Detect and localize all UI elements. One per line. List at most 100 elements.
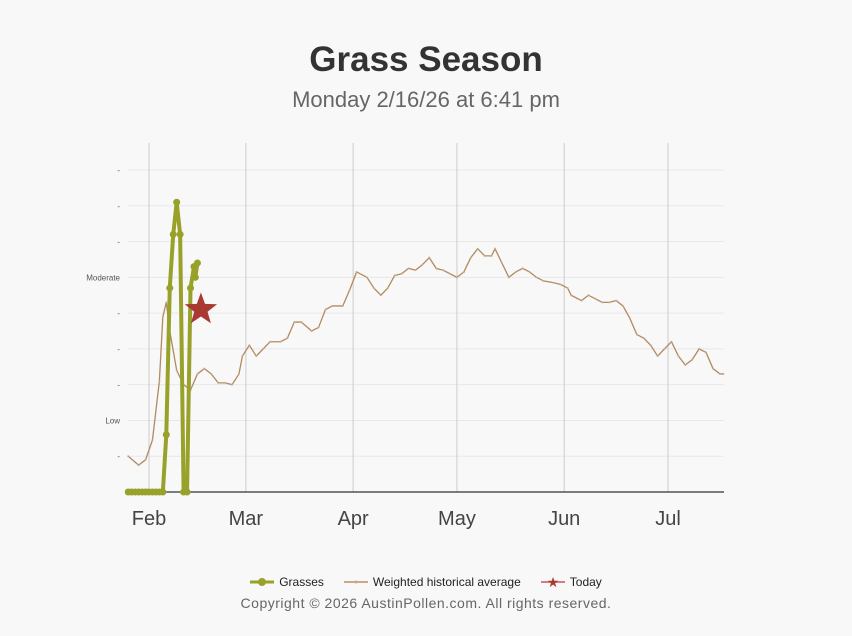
historical-legend-icon bbox=[343, 580, 368, 584]
historical-point bbox=[393, 274, 396, 277]
historical-point bbox=[677, 355, 680, 358]
grasses-point bbox=[191, 273, 199, 281]
grasses-point bbox=[193, 259, 201, 267]
x-tick-label: May bbox=[438, 508, 476, 530]
historical-point bbox=[317, 326, 320, 329]
historical-point bbox=[642, 337, 645, 340]
today-star-marker bbox=[184, 292, 218, 324]
historical-point bbox=[570, 294, 573, 297]
historical-point bbox=[691, 358, 694, 361]
historical-point bbox=[635, 333, 638, 336]
historical-point bbox=[269, 340, 272, 343]
historical-point bbox=[601, 301, 604, 304]
x-tick-label: Apr bbox=[338, 508, 369, 530]
historical-point bbox=[587, 294, 590, 297]
historical-point bbox=[286, 337, 289, 340]
svg-text:★: ★ bbox=[546, 576, 559, 588]
historical-point bbox=[248, 344, 251, 347]
y-tick-label: - bbox=[117, 309, 120, 318]
y-tick-label: - bbox=[117, 202, 120, 211]
historical-point bbox=[231, 383, 234, 386]
historical-point bbox=[663, 347, 666, 350]
x-tick-label: Jul bbox=[655, 508, 681, 530]
y-tick-label: - bbox=[117, 381, 120, 390]
legend: Grasses Weighted historical average ★ To… bbox=[0, 575, 852, 589]
historical-point bbox=[196, 372, 199, 375]
historical-point bbox=[449, 272, 452, 275]
historical-point bbox=[559, 283, 562, 286]
historical-point bbox=[469, 256, 472, 259]
historical-point bbox=[331, 304, 334, 307]
historical-point bbox=[400, 272, 403, 275]
historical-point bbox=[355, 270, 358, 273]
historical-point bbox=[310, 330, 313, 332]
legend-item-historical[interactable]: Weighted historical average bbox=[343, 575, 521, 589]
grasses-point bbox=[166, 284, 174, 292]
legend-item-grasses[interactable]: Grasses bbox=[250, 575, 324, 589]
legend-label: Weighted historical average bbox=[372, 575, 521, 589]
historical-point bbox=[552, 281, 555, 284]
historical-point bbox=[237, 372, 240, 375]
historical-point bbox=[348, 288, 351, 291]
historical-point bbox=[476, 247, 479, 250]
historical-point bbox=[490, 254, 493, 257]
historical-point bbox=[528, 270, 531, 273]
historical-point bbox=[428, 256, 431, 259]
y-tick-label: - bbox=[117, 452, 120, 461]
copyright: Copyright © 2026 AustinPollen.com. All r… bbox=[240, 595, 612, 611]
historical-point bbox=[293, 321, 296, 324]
y-tick-label: Moderate bbox=[86, 273, 120, 282]
series-line-historical bbox=[127, 247, 724, 467]
historical-point bbox=[494, 247, 496, 250]
historical-point bbox=[500, 262, 503, 265]
historical-point bbox=[698, 347, 701, 350]
series-line-grasses bbox=[128, 200, 200, 494]
historical-point bbox=[158, 380, 161, 383]
y-tick-label: Low bbox=[105, 416, 120, 425]
historical-point bbox=[379, 294, 382, 297]
historical-point bbox=[580, 299, 583, 302]
historical-point bbox=[165, 301, 168, 304]
grasses-point bbox=[173, 198, 181, 206]
historical-point bbox=[255, 355, 258, 358]
historical-point bbox=[462, 270, 465, 273]
historical-point bbox=[414, 269, 417, 272]
historical-point bbox=[435, 267, 438, 270]
x-tick-label: Mar bbox=[229, 508, 264, 530]
historical-point bbox=[175, 369, 178, 372]
historical-point bbox=[203, 367, 206, 370]
historical-point bbox=[279, 340, 282, 343]
historical-point bbox=[324, 308, 327, 311]
grasses-point bbox=[183, 488, 191, 496]
y-tick-label: - bbox=[117, 345, 120, 354]
historical-point bbox=[507, 276, 510, 279]
historical-point bbox=[421, 263, 424, 266]
legend-label: Today bbox=[569, 575, 602, 589]
chart-subtitle: Monday 2/16/26 at 6:41 pm bbox=[292, 87, 560, 112]
historical-point bbox=[210, 372, 213, 375]
historical-point bbox=[372, 287, 375, 290]
grasses-point bbox=[187, 284, 195, 292]
historical-point bbox=[718, 372, 721, 375]
historical-point bbox=[217, 381, 220, 384]
historical-point bbox=[455, 276, 458, 279]
historical-point bbox=[615, 299, 618, 302]
historical-point bbox=[649, 344, 652, 347]
historical-point bbox=[262, 347, 265, 350]
historical-point bbox=[535, 276, 538, 279]
historical-point bbox=[628, 317, 631, 320]
historical-point bbox=[144, 458, 147, 461]
legend-item-today[interactable]: ★ Today bbox=[540, 575, 602, 589]
grasses-legend-icon bbox=[250, 578, 275, 586]
historical-point bbox=[365, 276, 368, 279]
historical-point bbox=[151, 439, 154, 442]
historical-point bbox=[722, 372, 725, 375]
historical-point bbox=[514, 270, 517, 273]
legend-label: Grasses bbox=[279, 575, 324, 589]
historical-point bbox=[608, 301, 611, 304]
historical-point bbox=[594, 297, 597, 300]
historical-point bbox=[711, 367, 714, 370]
historical-point bbox=[161, 315, 164, 318]
star-icon: ★ bbox=[540, 576, 565, 588]
